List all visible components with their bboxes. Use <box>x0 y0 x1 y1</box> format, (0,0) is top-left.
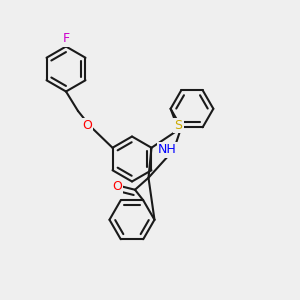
Text: O: O <box>112 180 122 193</box>
Text: O: O <box>82 119 92 133</box>
Text: S: S <box>175 119 182 132</box>
Text: NH: NH <box>158 143 177 156</box>
Text: F: F <box>62 32 70 46</box>
